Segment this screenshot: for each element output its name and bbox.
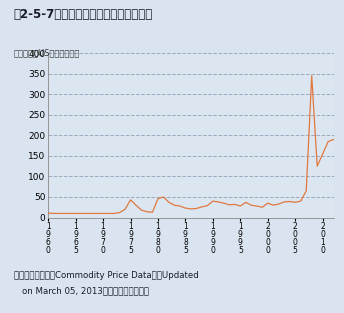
Text: （名目価格USドル／トン）: （名目価格USドル／トン）: [14, 49, 80, 58]
Text: 資料：世界銀行「Commodity Price Data　（Updated: 資料：世界銀行「Commodity Price Data （Updated: [14, 271, 198, 280]
Text: on March 05, 2013）」より環境省作成: on March 05, 2013）」より環境省作成: [22, 286, 150, 295]
Text: 図2-5-7　リン鉱石商品市場価格の推移: 図2-5-7 リン鉱石商品市場価格の推移: [14, 8, 153, 21]
